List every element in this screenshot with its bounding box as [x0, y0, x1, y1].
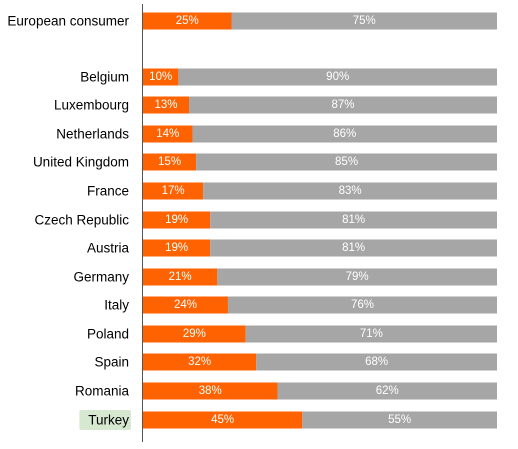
- data-label-italy-series-1: 24%: [174, 299, 197, 311]
- bar-czech-republic-series-1: [143, 211, 211, 229]
- bar-belgium-series-1: [143, 68, 179, 86]
- data-label-belgium-series-1: 10%: [149, 71, 172, 83]
- data-label-czech-republic-series-2: 81%: [342, 214, 365, 226]
- data-label-austria-series-1: 19%: [165, 242, 188, 254]
- category-label-spain: Spain: [94, 355, 129, 370]
- bar-france-series-2: [203, 182, 497, 200]
- data-label-germany-series-2: 79%: [346, 271, 369, 283]
- bar-poland-series-1: [143, 325, 246, 343]
- data-label-france-series-1: 17%: [162, 185, 185, 197]
- data-label-belgium-series-2: 90%: [326, 71, 349, 83]
- data-label-spain-series-2: 68%: [365, 356, 388, 368]
- bar-luxembourg-series-1: [143, 96, 190, 114]
- bar-united-kingdom-series-1: [143, 153, 197, 171]
- data-label-european-consumer-series-2: 75%: [353, 15, 376, 27]
- category-label-poland: Poland: [87, 327, 129, 342]
- category-label-european-consumer: European consumer: [7, 14, 129, 29]
- data-label-netherlands-series-1: 14%: [156, 128, 179, 140]
- bar-france-series-1: [143, 182, 204, 200]
- bar-germany-series-2: [217, 268, 497, 286]
- category-label-united-kingdom: United Kingdom: [33, 155, 129, 170]
- data-label-france-series-2: 83%: [339, 185, 362, 197]
- bar-italy-series-1: [143, 296, 228, 314]
- bar-romania-series-1: [143, 382, 278, 400]
- bar-czech-republic-series-2: [210, 211, 497, 229]
- data-label-romania-series-1: 38%: [199, 385, 222, 397]
- category-label-italy: Italy: [104, 298, 129, 313]
- data-label-turkey-series-1: 45%: [211, 414, 234, 426]
- data-label-united-kingdom-series-1: 15%: [158, 156, 181, 168]
- bar-spain-series-2: [256, 353, 497, 371]
- data-label-luxembourg-series-2: 87%: [331, 99, 354, 111]
- data-label-czech-republic-series-1: 19%: [165, 214, 188, 226]
- data-label-germany-series-1: 21%: [169, 271, 192, 283]
- bar-united-kingdom-series-2: [196, 153, 497, 171]
- bar-belgium-series-2: [178, 68, 497, 86]
- category-label-czech-republic: Czech Republic: [34, 213, 129, 228]
- bar-italy-series-2: [227, 296, 497, 314]
- bar-spain-series-1: [143, 353, 257, 371]
- bar-netherlands-series-2: [192, 125, 497, 143]
- category-label-netherlands: Netherlands: [56, 127, 129, 142]
- category-label-germany: Germany: [73, 270, 129, 285]
- bar-turkey-series-2: [302, 411, 497, 429]
- bar-austria-series-2: [210, 239, 497, 257]
- data-label-spain-series-1: 32%: [188, 356, 211, 368]
- data-label-poland-series-1: 29%: [183, 328, 206, 340]
- category-highlight-turkey: [79, 410, 131, 430]
- data-label-luxembourg-series-1: 13%: [154, 99, 177, 111]
- data-label-united-kingdom-series-2: 85%: [335, 156, 358, 168]
- bar-european-consumer-series-2: [231, 12, 497, 30]
- category-label-turkey: Turkey: [88, 413, 129, 428]
- data-label-italy-series-2: 76%: [351, 299, 374, 311]
- category-label-france: France: [87, 184, 129, 199]
- category-label-belgium: Belgium: [80, 70, 129, 85]
- data-label-european-consumer-series-1: 25%: [176, 15, 199, 27]
- bar-luxembourg-series-2: [189, 96, 497, 114]
- bar-romania-series-2: [277, 382, 497, 400]
- bar-european-consumer-series-1: [143, 12, 232, 30]
- data-label-austria-series-2: 81%: [342, 242, 365, 254]
- data-label-netherlands-series-2: 86%: [333, 128, 356, 140]
- bar-turkey-series-1: [143, 411, 303, 429]
- bar-poland-series-2: [245, 325, 497, 343]
- data-label-romania-series-2: 62%: [376, 385, 399, 397]
- bar-germany-series-1: [143, 268, 218, 286]
- data-label-poland-series-2: 71%: [360, 328, 383, 340]
- bar-austria-series-1: [143, 239, 211, 257]
- bar-netherlands-series-1: [143, 125, 193, 143]
- data-label-turkey-series-2: 55%: [388, 414, 411, 426]
- category-label-austria: Austria: [87, 241, 130, 256]
- category-label-romania: Romania: [75, 384, 130, 399]
- category-label-luxembourg: Luxembourg: [54, 98, 129, 113]
